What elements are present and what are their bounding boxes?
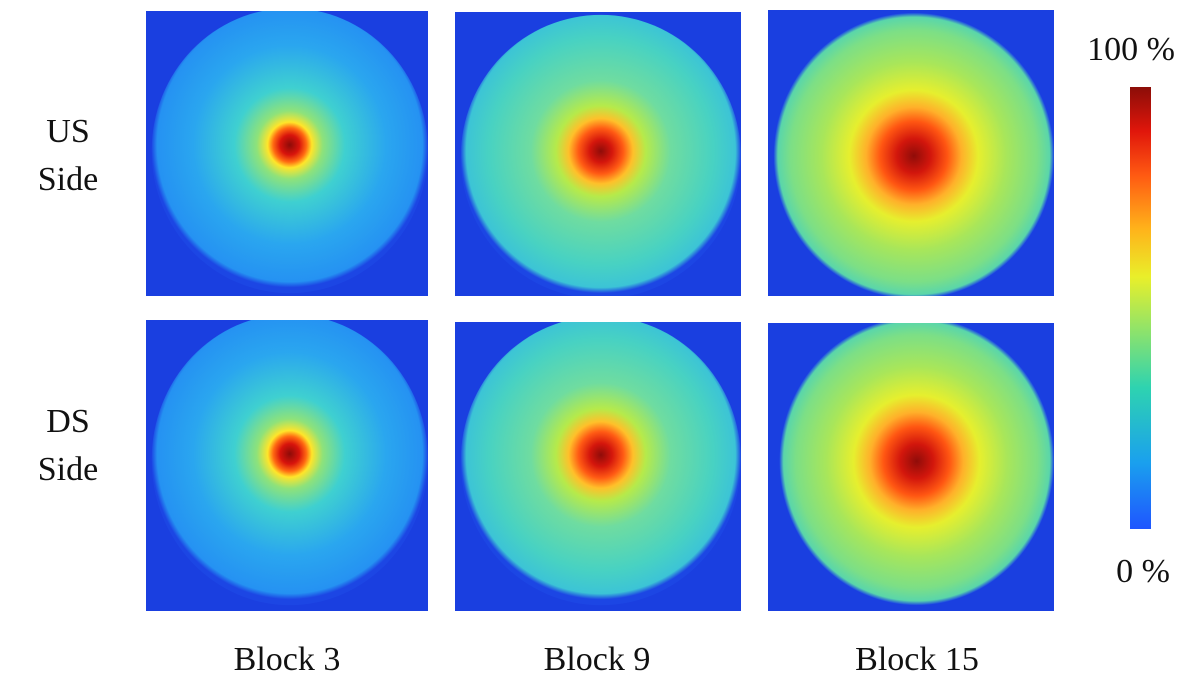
row-label-line1: DS	[46, 403, 90, 440]
colorbar-min-label: 0 %	[1116, 553, 1170, 590]
heatmap-us-block-3	[146, 11, 428, 296]
heatmap-ds-block-9	[455, 322, 741, 611]
heatmap-ds-block-15	[768, 323, 1054, 611]
heatmap-us-block-9	[455, 12, 741, 296]
row-label-ds-side: DS Side	[10, 398, 126, 494]
row-label-us-side: US Side	[10, 108, 126, 204]
heatmap-us-block-15	[768, 10, 1054, 296]
row-label-line1: US	[46, 113, 90, 150]
row-label-line2: Side	[37, 161, 99, 198]
colorbar	[1130, 87, 1151, 529]
column-label-block-9: Block 9	[543, 641, 651, 678]
heatmap-ds-block-3	[146, 320, 428, 611]
row-label-line2: Side	[37, 451, 99, 488]
column-label-block-15: Block 15	[855, 641, 979, 678]
colorbar-max-label: 100 %	[1087, 31, 1175, 68]
column-label-block-3: Block 3	[233, 641, 341, 678]
